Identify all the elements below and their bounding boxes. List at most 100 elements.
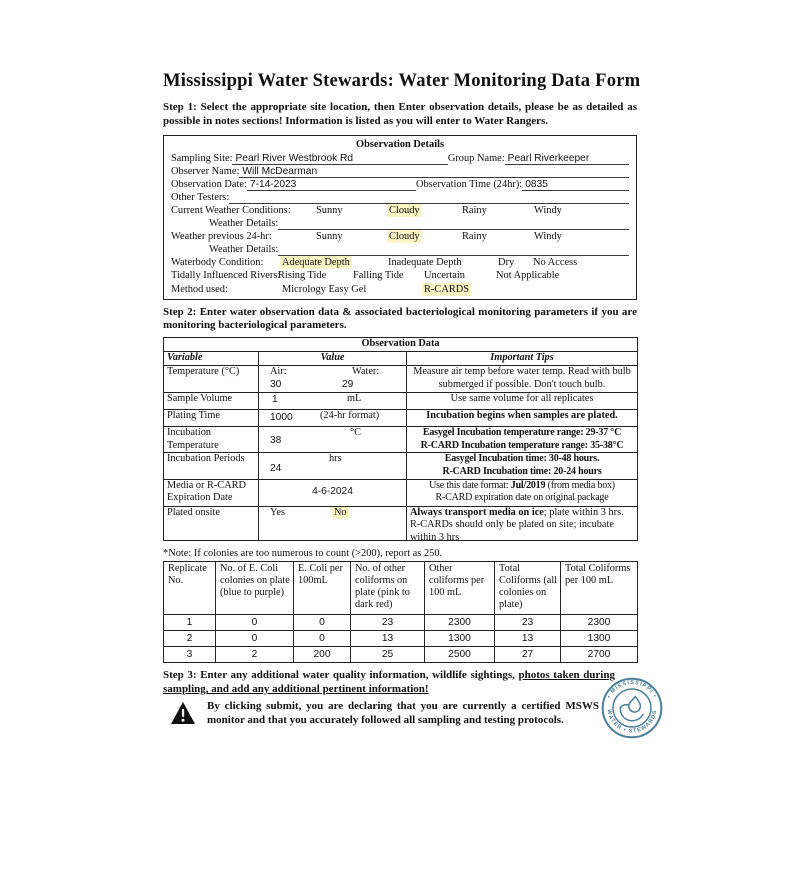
cell: 2 <box>163 630 216 648</box>
waterbody-condition-row: Waterbody Condition: Adequate Depth Inad… <box>171 256 629 270</box>
cell: 2300 <box>560 614 638 632</box>
observation-time-label: Observation Time (24hr): <box>415 178 523 190</box>
replicate-row-1: 1 0 0 23 2300 23 2300 <box>163 614 638 632</box>
sample-volume-row: Sample Volume 1 mL Use same volume for a… <box>163 391 639 410</box>
step3-instructions: Step 3: Enter any additional water quali… <box>163 669 615 697</box>
observation-data-caption-row: Observation Data <box>162 337 639 353</box>
group-name-label: Group Name: <box>447 152 505 164</box>
option-cloudy-selected: Cloudy <box>387 203 422 218</box>
sampling-site-label: Sampling Site: <box>171 152 233 164</box>
option-windy: Windy <box>534 231 562 243</box>
observation-date-value: 7-14-2023 <box>246 178 416 191</box>
col-ecoli-per-100ml: E. Coli per 100mL <box>293 560 351 616</box>
cell: 0 <box>215 614 294 632</box>
observer-name-row: Observer Name: Will McDearman <box>171 165 629 178</box>
option-windy: Windy <box>534 204 562 216</box>
tip-text: Use this date format: <box>429 479 511 491</box>
unit-label: (24-hr format) <box>320 409 380 421</box>
current-weather-label: Current Weather Conditions: <box>171 204 291 216</box>
incubation-periods-row: Incubation Periods hrs 24 Easygel Incuba… <box>163 452 639 480</box>
value-cell: °C 38 <box>258 425 407 454</box>
tip-text: ; plate within 3 hrs. R-CARDs should onl… <box>410 506 624 544</box>
col-value: Value <box>258 351 407 366</box>
incubation-temperature-row: Incubation Temperature °C 38 Easygel Inc… <box>163 425 639 454</box>
water-label: Water: <box>352 365 380 377</box>
step3-underlined-text: photos taken during sampling, and add an… <box>163 669 615 696</box>
msws-logo: • MISSISSIPPI • WATER • STEWARDS <box>601 678 663 739</box>
plating-time-row: Plating Time 1000 (24-hr format) Incubat… <box>163 408 639 427</box>
incubation-temp-value: 38 <box>270 434 282 446</box>
cell: 2300 <box>424 614 495 632</box>
col-other-coliforms-100ml: Other coliforms per 100 mL <box>424 560 495 616</box>
variable-cell: Media or R-CARD Expiration Date <box>163 478 259 507</box>
tip-bold-text: Jul/2019 <box>510 479 546 491</box>
cell: 3 <box>163 646 216 664</box>
tip-bold-text: Always transport media on ice <box>410 506 544 518</box>
option-not-applicable: Not Applicable <box>496 270 560 282</box>
cell: 2700 <box>560 646 638 664</box>
option-no-selected: No <box>332 506 349 520</box>
page-title: Mississippi Water Stewards: Water Monito… <box>163 70 641 91</box>
sampling-site-row: Sampling Site: Pearl River Westbrook Rd … <box>171 152 629 165</box>
tip-cell: Always transport media on ice; plate wit… <box>405 505 639 544</box>
cell: 23 <box>350 614 425 632</box>
variable-cell: Plating Time <box>163 408 259 427</box>
option-rising-tide: Rising Tide <box>278 270 327 282</box>
tip-cell: Use this date format: Jul/2019 (from med… <box>405 478 639 507</box>
cell: 0 <box>293 630 351 648</box>
plating-time-value: 1000 <box>270 411 293 423</box>
replicate-row-3: 3 2 200 25 2500 27 2700 <box>163 646 638 664</box>
other-testers-value <box>229 191 629 204</box>
tip-cell: Measure air temp before water temp. Read… <box>405 364 639 393</box>
weather-details-row: Weather Details: <box>171 217 629 231</box>
col-variable: Variable <box>163 351 259 366</box>
col-ecoli-colonies: No. of E. Coli colonies on plate (blue t… <box>215 560 294 616</box>
unit-label: mL <box>347 392 362 404</box>
cell: 13 <box>350 630 425 648</box>
tip-line: Easygel Incubation temperature range: 29… <box>422 426 622 438</box>
value-cell: 1 mL <box>258 391 407 410</box>
current-weather-row: Current Weather Conditions: Sunny Cloudy… <box>171 203 629 218</box>
observation-time-value: 0835 <box>522 178 629 191</box>
observation-data-table: Observation Data Variable Value Importan… <box>162 337 639 544</box>
cell: 1300 <box>424 630 495 648</box>
value-cell: 4-6-2024 <box>258 478 407 507</box>
weather-details-value <box>278 243 629 257</box>
cell: 2 <box>215 646 294 664</box>
value-cell: 1000 (24-hr format) <box>258 408 407 427</box>
option-micrology-easy-gel: Micrology Easy Gel <box>282 283 367 295</box>
unit-label: hrs <box>329 453 342 465</box>
col-other-coliforms-plate: No. of other coliforms on plate (pink to… <box>350 560 425 616</box>
air-temp-value: 30 <box>270 378 282 390</box>
option-inadequate-depth: Inadequate Depth <box>388 257 462 269</box>
variable-cell: Plated onsite <box>163 505 259 541</box>
water-temp-value: 29 <box>342 378 354 390</box>
replicate-note: *Note: If colonies are too numerous to c… <box>163 547 443 559</box>
cell: 0 <box>293 614 351 632</box>
previous-weather-label: Weather previous 24-hr: <box>171 231 272 243</box>
option-rainy: Rainy <box>462 204 487 216</box>
cell: 27 <box>494 646 561 664</box>
tip-cell: Incubation begins when samples are plate… <box>405 408 639 427</box>
observer-name-label: Observer Name: <box>171 165 240 177</box>
method-label: Method used: <box>171 283 228 295</box>
observation-data-header-row: Variable Value Important Tips <box>163 351 639 366</box>
hand-water-icon <box>619 695 644 722</box>
option-no-access: No Access <box>533 257 578 269</box>
weather-details-value <box>278 217 629 231</box>
waterbody-label: Waterbody Condition: <box>171 257 264 269</box>
value-cell: hrs 24 <box>258 452 407 480</box>
replicate-row-2: 2 0 0 13 1300 13 1300 <box>163 630 638 648</box>
replicate-header-row: Replicate No. No. of E. Coli colonies on… <box>163 560 638 616</box>
step3-text: Step 3: Enter any additional water quali… <box>163 669 519 682</box>
cell: 25 <box>350 646 425 664</box>
declaration-text: By clicking submit, you are declaring th… <box>207 700 599 727</box>
group-name-value: Pearl Riverkeeper <box>504 152 629 165</box>
option-adequate-depth-selected: Adequate Depth <box>280 256 352 270</box>
step1-instructions: Step 1: Select the appropriate site loca… <box>163 101 637 127</box>
observation-details-box: Observation Details Sampling Site: Pearl… <box>163 134 637 300</box>
incubation-period-value: 24 <box>270 463 282 475</box>
declaration-row: By clicking submit, you are declaring th… <box>163 699 637 728</box>
value-cell: Yes No <box>258 505 407 541</box>
tip-line: R-CARD expiration date on original packa… <box>435 492 609 504</box>
